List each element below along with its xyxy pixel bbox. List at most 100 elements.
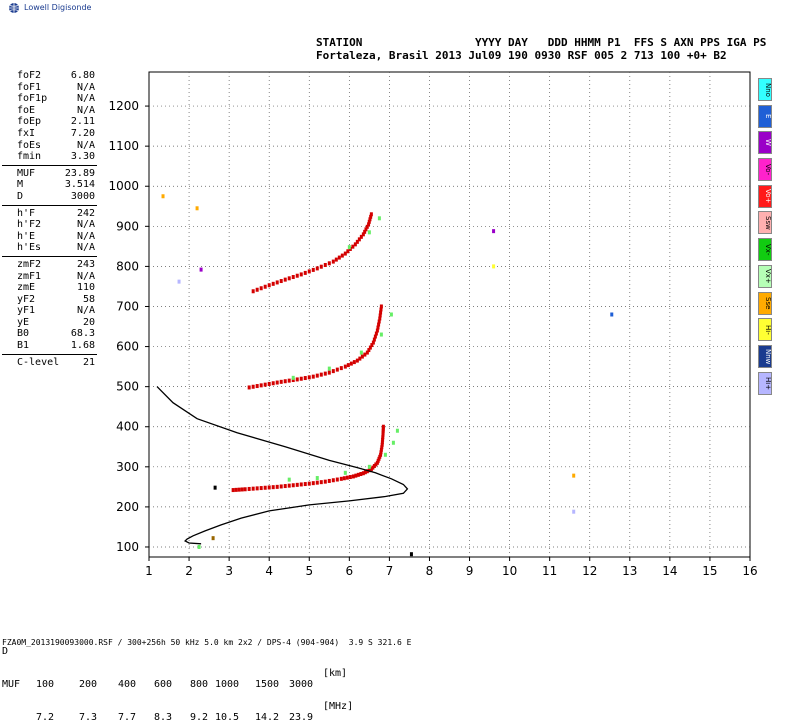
distance-value: 200 (79, 679, 98, 690)
y-tick-label: 900 (116, 219, 139, 233)
param-row: h'F2 N/A (0, 219, 100, 231)
echo-point (370, 343, 374, 348)
echo-point (327, 478, 331, 483)
echo-point (364, 227, 368, 232)
y-tick-label: 700 (116, 299, 139, 313)
echo-point (303, 482, 307, 487)
muf-value: 7.7 (118, 712, 137, 723)
param-row: MUF 23.89 (0, 168, 100, 180)
param-value: 3000 (70, 190, 95, 202)
echo-point (380, 440, 384, 445)
y-tick-label: 200 (116, 500, 139, 514)
echo-point (339, 366, 343, 371)
param-name: foEs (17, 139, 42, 151)
param-name: B0 (17, 328, 30, 340)
echo-point (331, 369, 335, 374)
echo-point (319, 480, 323, 485)
echo-point (307, 481, 311, 486)
distance-value: 800 (190, 679, 209, 690)
echo-point (359, 234, 363, 239)
echo-point (363, 229, 367, 234)
echo-point (372, 337, 376, 342)
echo-point (303, 270, 307, 275)
muf-unit: [MHz] (323, 701, 354, 712)
echo-point (367, 468, 371, 473)
noise-point (197, 544, 201, 549)
echo-point (377, 456, 381, 461)
x-tick-label: 9 (466, 564, 474, 578)
param-value: 20 (82, 316, 95, 328)
muf-value: 23.9 (289, 712, 314, 723)
echo-point (359, 472, 363, 477)
legend-item: Vx+ (758, 264, 772, 288)
echo-point (379, 447, 383, 452)
echo-point (279, 379, 283, 384)
echo-point (369, 214, 373, 219)
legend-item: Vo+ (758, 184, 772, 208)
echo-point (353, 242, 357, 247)
param-row: foF1 N/A (0, 82, 100, 94)
distance-label: D (2, 646, 9, 657)
x-tick-label: 6 (346, 564, 354, 578)
param-row: yF2 58 (0, 294, 100, 306)
echo-point (360, 354, 364, 359)
echo-point (271, 485, 275, 490)
param-value: N/A (76, 81, 95, 93)
echo-point (311, 374, 315, 379)
echo-point (381, 426, 385, 431)
param-row: B1 1.68 (0, 340, 100, 352)
muf-value: 8.3 (154, 712, 173, 723)
echo-point (337, 255, 341, 260)
y-tick-label: 100 (116, 540, 139, 554)
param-name: foF1 (17, 81, 42, 93)
y-tick-label: 1000 (108, 179, 139, 193)
echo-point (271, 381, 275, 386)
noise-point (572, 473, 576, 478)
param-row: yF1 N/A (0, 305, 100, 317)
param-value: 242 (76, 207, 95, 219)
x-tick-label: 3 (225, 564, 233, 578)
echo-point (267, 485, 271, 490)
echo-point (358, 356, 362, 361)
echo-point (295, 482, 299, 487)
echo-point (355, 358, 359, 363)
param-value: 68.3 (70, 328, 95, 340)
echo-point (363, 470, 367, 475)
echo-point (372, 464, 376, 469)
echo-point (381, 435, 385, 440)
legend-item: W (758, 131, 772, 155)
echo-point (335, 477, 339, 482)
x-tick-label: 12 (582, 564, 597, 578)
param-value: N/A (76, 104, 95, 116)
separator (2, 255, 97, 257)
echo-point (359, 350, 363, 355)
echo-point (367, 230, 371, 235)
param-value: N/A (76, 242, 95, 254)
echo-point (287, 483, 291, 488)
x-tick-label: 14 (662, 564, 677, 578)
x-tick-label: 5 (305, 564, 313, 578)
echo-point (287, 276, 291, 281)
echo-point (335, 367, 339, 372)
y-tick-label: 400 (116, 420, 139, 434)
param-name: MUF (17, 167, 36, 179)
param-row: foE N/A (0, 105, 100, 117)
echo-point (380, 442, 384, 447)
param-name: fxI (17, 127, 36, 139)
param-row: B0 68.3 (0, 328, 100, 340)
param-value: 243 (76, 258, 95, 270)
echo-point (352, 360, 356, 365)
echo-point (381, 432, 385, 437)
echo-point (315, 476, 319, 481)
echo-point (348, 475, 352, 480)
echo-point (367, 222, 371, 227)
echo-point (323, 371, 327, 376)
echo-point (381, 428, 385, 433)
legend-item: Hi+ (758, 371, 772, 395)
param-value: 58 (82, 293, 95, 305)
echo-point (379, 304, 383, 309)
param-value: N/A (76, 93, 95, 105)
param-value: N/A (76, 230, 95, 242)
param-name: yF2 (17, 293, 36, 305)
noise-point (572, 509, 576, 514)
